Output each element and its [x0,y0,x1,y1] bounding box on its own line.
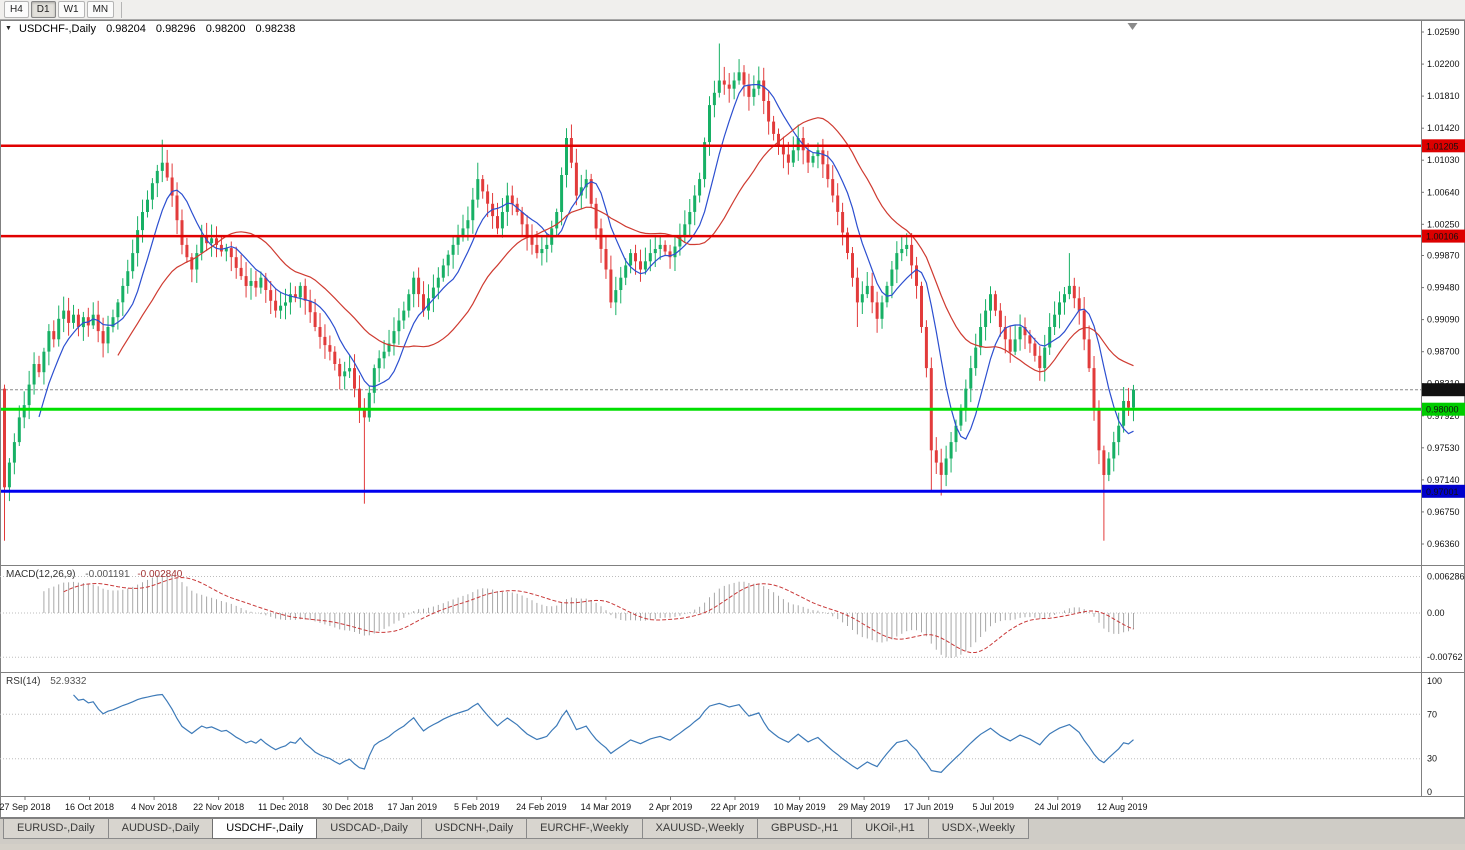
ma-slow-line [117,117,1134,373]
svg-text:5 Jul 2019: 5 Jul 2019 [973,802,1015,812]
hline-price-tag-resistance-lower: 1.00106 [1422,229,1465,243]
tab-audusd-daily[interactable]: AUDUSD-,Daily [107,819,214,839]
macd-signal-line [63,576,1134,654]
svg-text:0: 0 [1427,787,1432,797]
hline-price-tag-resistance-upper: 1.01205 [1422,139,1465,153]
svg-text:-0.00762: -0.00762 [1427,652,1463,662]
tab-ukoil-h1[interactable]: UKOil-,H1 [851,819,929,839]
svg-text:29 May 2019: 29 May 2019 [838,802,890,812]
svg-text:17 Jun 2019: 17 Jun 2019 [904,802,954,812]
svg-text:0.98000: 0.98000 [1426,405,1459,415]
svg-text:5 Feb 2019: 5 Feb 2019 [454,802,500,812]
chart-shift-marker[interactable] [1127,23,1138,30]
tab-usdcad-daily[interactable]: USDCAD-,Daily [316,819,422,839]
svg-text:2 Apr 2019: 2 Apr 2019 [649,802,693,812]
svg-text:30: 30 [1427,754,1437,764]
svg-text:12 Aug 2019: 12 Aug 2019 [1097,802,1148,812]
svg-text:22 Nov 2018: 22 Nov 2018 [193,802,244,812]
svg-text:4 Nov 2018: 4 Nov 2018 [131,802,177,812]
window-bottom-edge [0,844,1465,850]
svg-text:1.00640: 1.00640 [1427,187,1460,197]
chart-tabs-bar: EURUSD-,Daily AUDUSD-,Daily USDCHF-,Daily U… [0,818,1465,844]
tab-usdcnh-daily[interactable]: USDCNH-,Daily [420,819,528,839]
svg-text:0.97001: 0.97001 [1426,487,1459,497]
svg-text:0.97140: 0.97140 [1427,475,1460,485]
svg-text:27 Sep 2018: 27 Sep 2018 [0,802,51,812]
svg-text:14 Mar 2019: 14 Mar 2019 [581,802,632,812]
svg-text:0.98700: 0.98700 [1427,347,1460,357]
timeframe-button-d1[interactable]: D1 [30,1,56,18]
svg-text:1.01810: 1.01810 [1427,91,1460,101]
svg-text:17 Jan 2019: 17 Jan 2019 [388,802,438,812]
chart-window: 1.02590 1.02200 1.01810 1.01420 1.01030 1.006… [0,20,1465,818]
date-axis[interactable]: 27 Sep 2018 16 Oct 2018 4 Nov 2018 22 Nov 2… [0,796,1148,812]
tab-usdchf-daily[interactable]: USDCHF-,Daily [212,819,318,839]
tab-gbpusd-h1[interactable]: GBPUSD-,H1 [756,819,853,839]
tab-usdx-weekly[interactable]: USDX-,Weekly [927,819,1029,839]
svg-text:22 Apr 2019: 22 Apr 2019 [711,802,760,812]
svg-text:0.99870: 0.99870 [1427,251,1460,261]
svg-text:1.00106: 1.00106 [1426,232,1459,242]
svg-text:1.02200: 1.02200 [1427,59,1460,69]
svg-text:1.01420: 1.01420 [1427,123,1460,133]
svg-text:11 Dec 2018: 11 Dec 2018 [258,802,308,812]
svg-text:30 Dec 2018: 30 Dec 2018 [322,802,373,812]
svg-text:100: 100 [1427,676,1442,686]
rsi-line [73,693,1134,773]
timeframe-toolbar: H4 D1 W1 MN [0,0,1465,20]
svg-text:0.96360: 0.96360 [1427,539,1460,549]
svg-text:0.98238: 0.98238 [1426,385,1459,395]
tab-eurusd-daily[interactable]: EURUSD-,Daily [3,819,109,839]
svg-text:1.00250: 1.00250 [1427,219,1460,229]
svg-text:1.01205: 1.01205 [1426,141,1459,151]
svg-text:0.00: 0.00 [1427,608,1445,618]
svg-text:1.01030: 1.01030 [1427,155,1460,165]
svg-text:0.97920: 0.97920 [1427,411,1460,421]
chart-canvas[interactable]: 1.02590 1.02200 1.01810 1.01420 1.01030 1.006… [0,20,1465,818]
tab-eurchf-weekly[interactable]: EURCHF-,Weekly [526,819,643,839]
timeframe-button-h4[interactable]: H4 [4,1,29,18]
timeframe-button-w1[interactable]: W1 [57,1,85,18]
current-price-tag: 0.98238 [1422,383,1465,397]
svg-text:0.97530: 0.97530 [1427,443,1460,453]
svg-text:0.96750: 0.96750 [1427,507,1460,517]
svg-text:10 May 2019: 10 May 2019 [774,802,826,812]
svg-text:24 Jul 2019: 24 Jul 2019 [1035,802,1082,812]
hline-price-tag-support-blue: 0.97001 [1422,484,1465,498]
svg-text:1.02590: 1.02590 [1427,27,1460,37]
svg-text:70: 70 [1427,709,1437,719]
svg-text:0.99090: 0.99090 [1427,315,1460,325]
svg-text:0.99480: 0.99480 [1427,283,1460,293]
svg-text:24 Feb 2019: 24 Feb 2019 [516,802,567,812]
hline-price-tag-support-green: 0.98000 [1422,402,1465,416]
svg-text:0.006286: 0.006286 [1427,572,1465,582]
tab-xauusd-weekly[interactable]: XAUUSD-,Weekly [641,819,758,839]
timeframe-button-mn[interactable]: MN [86,1,115,18]
svg-text:16 Oct 2018: 16 Oct 2018 [65,802,114,812]
toolbar-separator [121,1,123,18]
